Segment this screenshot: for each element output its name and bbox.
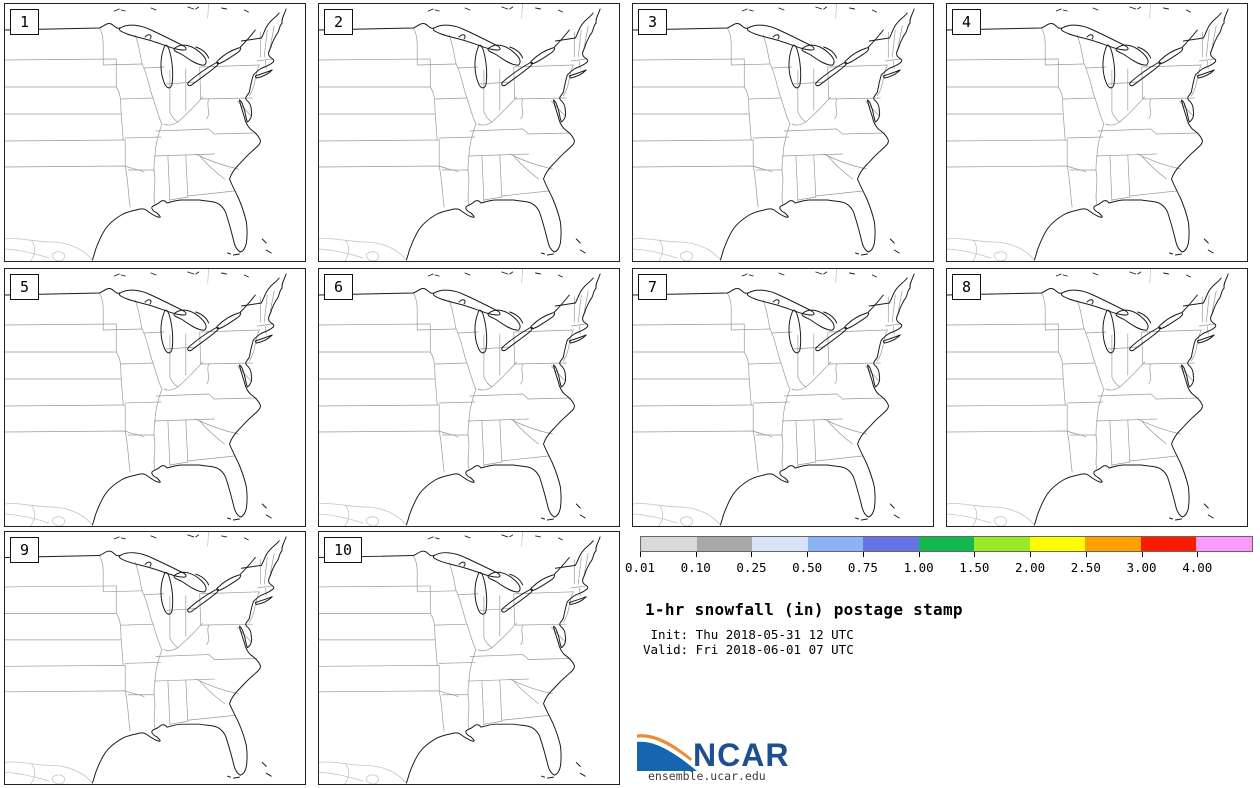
us-eastern-map <box>319 532 601 784</box>
colorbar-segment-6 <box>974 537 1030 551</box>
valid-time: Valid: Fri 2018-06-01 07 UTC <box>643 642 854 657</box>
colorbar-label-2.00: 2.00 <box>1015 560 1046 575</box>
colorbar-tick-6 <box>974 552 976 557</box>
us-eastern-map <box>633 4 915 261</box>
colorbar-segment-7 <box>1029 537 1086 551</box>
colorbar <box>640 536 1253 552</box>
time-info: Init: Thu 2018-05-31 12 UTC Valid: Fri 2… <box>643 627 854 657</box>
ncar-logo-text: NCAR <box>693 737 790 773</box>
member-number-box: 7 <box>638 274 668 300</box>
member-number-box: 2 <box>324 9 354 35</box>
colorbar-segment-0 <box>641 537 697 551</box>
us-eastern-map <box>947 269 1229 526</box>
colorbar-labels: 0.01 0.10 0.25 0.50 0.75 1.00 1.50 2.00 2.50 3.00… <box>625 558 1253 575</box>
member-number-box: 1 <box>10 9 40 35</box>
colorbar-segment-2 <box>752 537 808 551</box>
ncar-swoosh-icon <box>637 734 697 771</box>
colorbar-label-2.50: 2.50 <box>1070 560 1101 575</box>
member-number-box: 3 <box>638 9 668 35</box>
colorbar-tick-3 <box>807 552 809 557</box>
colorbar-label-3.00: 3.00 <box>1126 560 1157 575</box>
colorbar-tick-1 <box>695 552 697 557</box>
member-number-box: 9 <box>10 537 40 563</box>
us-eastern-map <box>5 4 287 261</box>
colorbar-segment-10 <box>1196 537 1253 551</box>
member-number-box: 5 <box>10 274 40 300</box>
colorbar-tick-2 <box>751 552 753 557</box>
us-eastern-map <box>5 532 287 784</box>
colorbar-segment-8 <box>1085 537 1141 551</box>
us-eastern-map <box>319 4 601 261</box>
colorbar-label-4.00: 4.00 <box>1182 560 1213 575</box>
colorbar-segment-5 <box>918 537 975 551</box>
colorbar-segment-1 <box>696 537 753 551</box>
ensemble-panel-9: 9 <box>4 531 306 785</box>
ensemble-panel-1: 1 <box>4 3 306 262</box>
snowfall-colorbar: 0.01 0.10 0.25 0.50 0.75 1.00 1.50 2.00 2.50 3.00… <box>625 536 1254 575</box>
member-number-box: 4 <box>952 9 982 35</box>
ensemble-panel-2: 2 <box>318 3 620 262</box>
colorbar-segment-9 <box>1140 537 1197 551</box>
colorbar-segment-3 <box>807 537 864 551</box>
colorbar-label-0.50: 0.50 <box>792 560 823 575</box>
ensemble-panel-4: 4 <box>946 3 1248 262</box>
us-eastern-map <box>947 4 1229 261</box>
colorbar-tick-0 <box>640 552 641 557</box>
ncar-logo: NCAR <box>637 729 857 775</box>
colorbar-tick-10 <box>1197 552 1199 557</box>
us-eastern-map <box>633 269 915 526</box>
ensemble-panel-3: 3 <box>632 3 934 262</box>
us-eastern-map <box>319 269 601 526</box>
colorbar-tick-4 <box>862 552 864 557</box>
member-number-box: 6 <box>324 274 354 300</box>
colorbar-tick-5 <box>918 552 920 557</box>
ensemble-panel-10: 10 <box>318 531 620 785</box>
colorbar-label-0.10: 0.10 <box>680 560 711 575</box>
colorbar-label-1.50: 1.50 <box>959 560 990 575</box>
member-number-box: 8 <box>952 274 982 300</box>
colorbar-label-0.25: 0.25 <box>736 560 767 575</box>
init-time: Init: Thu 2018-05-31 12 UTC <box>643 627 854 642</box>
colorbar-segment-4 <box>863 537 919 551</box>
ensemble-panel-6: 6 <box>318 268 620 527</box>
product-title: 1-hr snowfall (in) postage stamp <box>645 600 963 619</box>
ensemble-panel-5: 5 <box>4 268 306 527</box>
colorbar-tick-8 <box>1085 552 1087 557</box>
colorbar-label-1.00: 1.00 <box>903 560 934 575</box>
us-eastern-map <box>5 269 287 526</box>
colorbar-label-0.75: 0.75 <box>847 560 878 575</box>
colorbar-tick-9 <box>1141 552 1143 557</box>
member-number-box: 10 <box>324 537 363 563</box>
ensemble-panel-8: 8 <box>946 268 1248 527</box>
ensemble-panel-7: 7 <box>632 268 934 527</box>
site-url: ensemble.ucar.edu <box>648 769 766 783</box>
colorbar-ticks <box>640 552 1253 558</box>
colorbar-tick-7 <box>1030 552 1032 557</box>
colorbar-label-0.01: 0.01 <box>624 560 656 575</box>
